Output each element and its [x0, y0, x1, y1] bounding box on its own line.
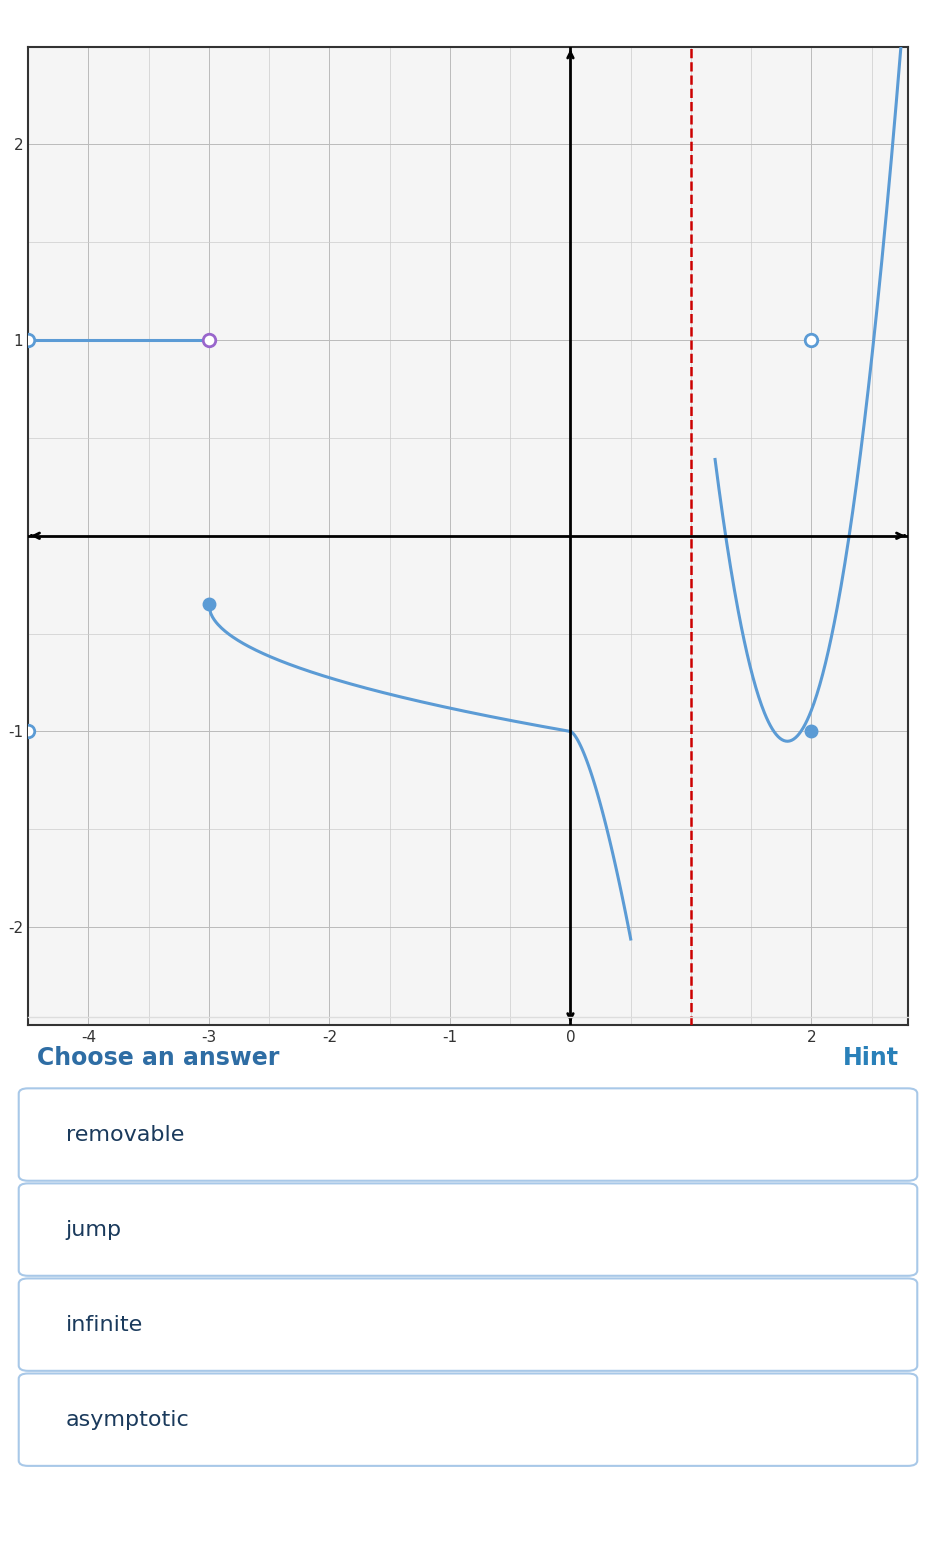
Text: Hint: Hint: [842, 1047, 899, 1070]
Text: $x = -3$?: $x = -3$?: [407, 199, 539, 230]
Text: jump: jump: [66, 1219, 122, 1239]
FancyBboxPatch shape: [19, 1373, 917, 1466]
FancyBboxPatch shape: [19, 1183, 917, 1277]
Text: removable: removable: [66, 1124, 183, 1145]
Text: asymptotic: asymptotic: [66, 1410, 189, 1430]
Text: What type of discontinuity does the graph of the: What type of discontinuity does the grap…: [28, 75, 637, 98]
Text: infinite: infinite: [66, 1315, 143, 1334]
FancyBboxPatch shape: [19, 1089, 917, 1180]
Text: function below have at: function below have at: [28, 199, 330, 222]
Text: Choose an answer: Choose an answer: [37, 1047, 280, 1070]
FancyBboxPatch shape: [19, 1278, 917, 1371]
